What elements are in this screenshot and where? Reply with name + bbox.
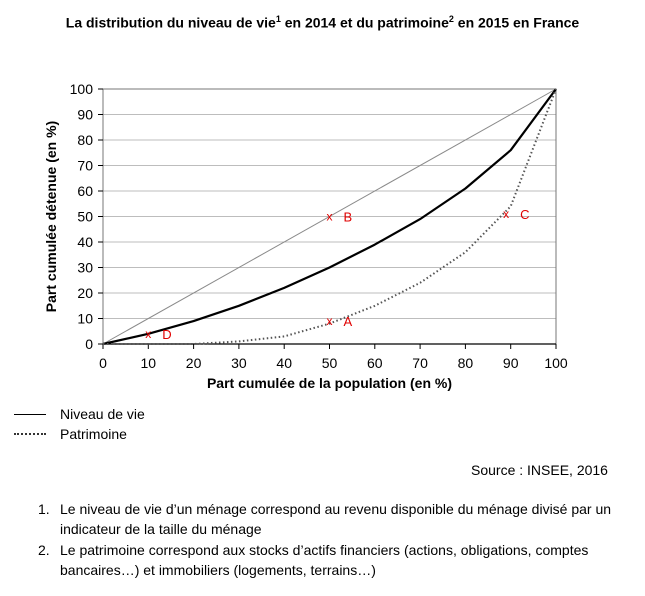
- footnote-text: Le niveau de vie d’un ménage correspond …: [60, 501, 612, 537]
- legend-dotted-line-icon: [14, 433, 46, 435]
- x-tick-label: 10: [141, 355, 157, 371]
- footnote-number: 2.: [38, 542, 50, 558]
- footnote-2: 2. Le patrimoine correspond aux stocks d…: [38, 540, 628, 580]
- x-tick-label: 80: [458, 355, 474, 371]
- niveau-de-vie-curve: [102, 88, 557, 346]
- marker-b-label: B: [344, 210, 353, 225]
- chart-title: La distribution du niveau de vie1 en 201…: [65, 14, 580, 31]
- y-tick-label: 50: [77, 209, 93, 225]
- x-tick-label: 90: [503, 355, 519, 371]
- x-tick-label: 30: [231, 355, 247, 371]
- source-text: Source : INSEE, 2016: [471, 462, 608, 478]
- x-tick-label: 70: [412, 355, 428, 371]
- equality-line: [102, 88, 557, 345]
- legend-item-patrimoine: Patrimoine: [14, 424, 145, 444]
- x-tick-label: 0: [99, 355, 107, 371]
- legend-label-niveau: Niveau de vie: [60, 406, 145, 422]
- y-tick-label: 90: [77, 107, 93, 123]
- y-tick-label: 20: [77, 285, 93, 301]
- legend-solid-line-icon: [14, 413, 46, 415]
- marker-d-cross: x: [145, 327, 151, 341]
- legend-label-patrimoine: Patrimoine: [60, 426, 127, 442]
- x-axis-label: Part cumulée de la population (en %): [207, 375, 452, 391]
- x-tick-label: 60: [367, 355, 383, 371]
- y-tick-label: 10: [77, 311, 93, 327]
- marker-a-cross: x: [327, 314, 333, 328]
- x-tick-label: 20: [186, 355, 202, 371]
- legend: Niveau de vie Patrimoine: [14, 404, 145, 444]
- marker-c-cross: x: [503, 207, 509, 221]
- footnote-number: 1.: [38, 501, 50, 517]
- y-axis-label: Part cumulée détenue (en %): [43, 121, 59, 312]
- footnotes: 1. Le niveau de vie d’un ménage correspo…: [38, 499, 628, 581]
- marker-c-label: C: [520, 207, 529, 222]
- x-tick-label: 40: [276, 355, 292, 371]
- footnote-text: Le patrimoine correspond aux stocks d’ac…: [60, 542, 589, 578]
- x-tick-label: 50: [322, 355, 338, 371]
- lorenz-chart: 0 10 20 30 40 50 60 70 80 90 100 0 10 20 30 40 50 60 70 80 9…: [43, 81, 568, 391]
- patrimoine-curve: [103, 88, 557, 345]
- marker-b-cross: x: [327, 210, 333, 224]
- marker-a-label: A: [344, 314, 353, 329]
- y-tick-label: 40: [77, 234, 93, 250]
- y-tick-label: 60: [77, 183, 93, 199]
- y-tick-label: 0: [85, 336, 93, 352]
- y-tick-label: 70: [77, 158, 93, 174]
- y-tick-label: 80: [77, 132, 93, 148]
- x-tick-label: 100: [544, 355, 568, 371]
- footnote-1: 1. Le niveau de vie d’un ménage correspo…: [38, 499, 628, 539]
- legend-item-niveau: Niveau de vie: [14, 404, 145, 424]
- y-tick-label: 100: [70, 81, 94, 97]
- marker-d-label: D: [162, 327, 171, 342]
- y-tick-label: 30: [77, 260, 93, 276]
